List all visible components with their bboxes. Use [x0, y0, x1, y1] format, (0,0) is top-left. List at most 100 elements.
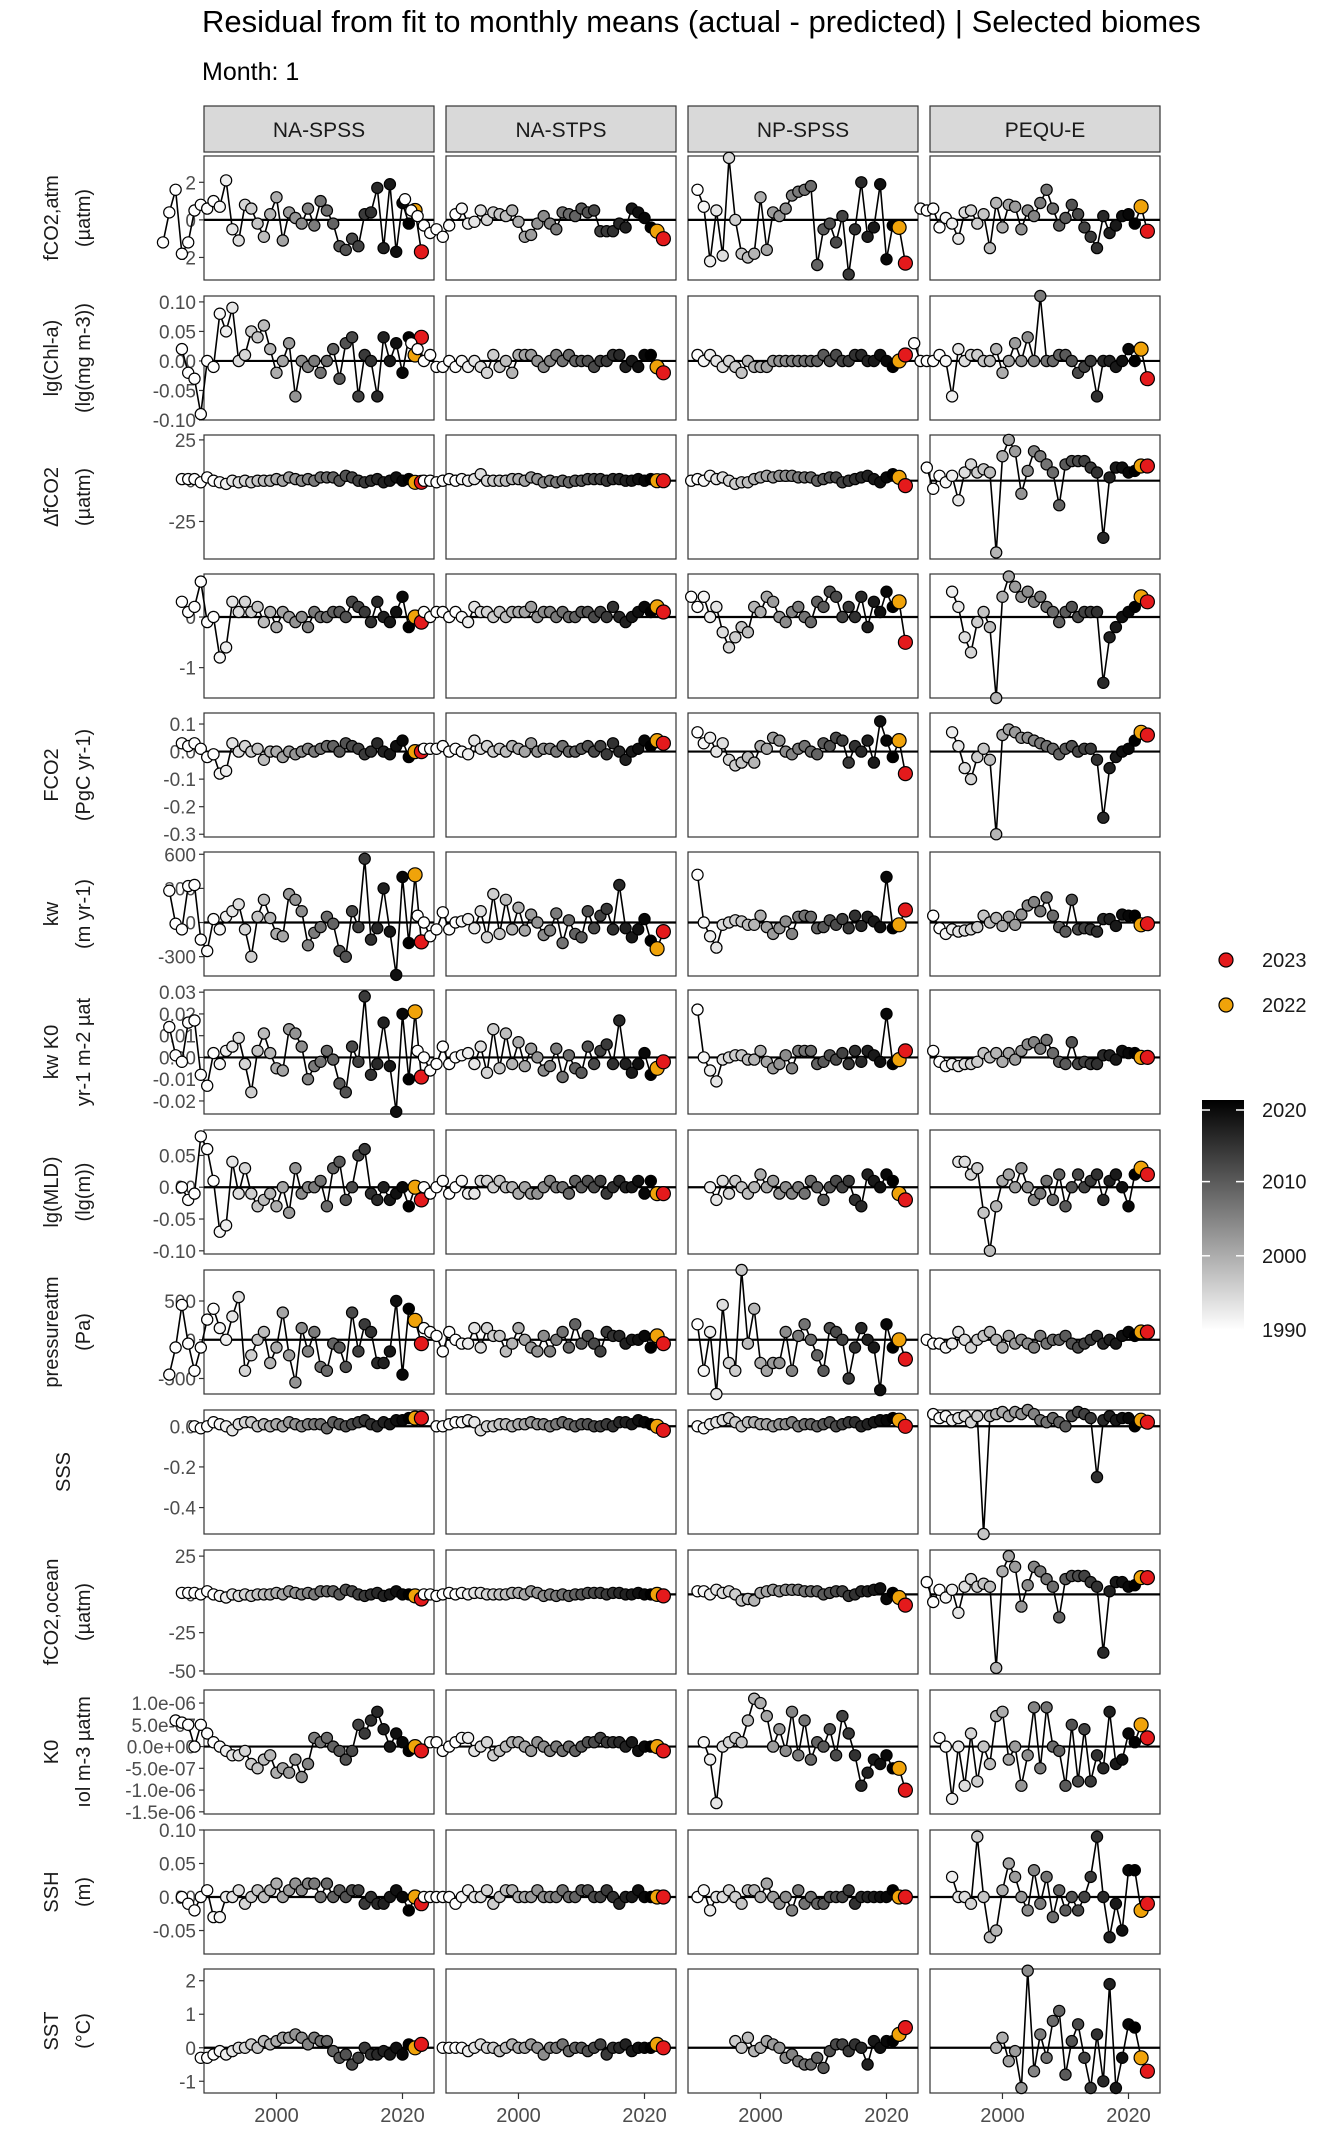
data-point-2013: [1078, 2051, 1091, 2064]
data-point-1992: [703, 1753, 717, 1766]
data-point-1988: [436, 1040, 449, 1053]
series-line: [938, 1707, 1149, 1799]
data-point-1995: [722, 641, 736, 654]
data-point-1993: [710, 204, 723, 217]
data-point-1999: [748, 1053, 761, 1066]
data-point-2003: [1015, 1161, 1028, 1175]
panel-pequ-e-row-0: [914, 155, 1161, 281]
data-point-1998: [257, 615, 271, 629]
data-point-2008: [320, 204, 334, 217]
y-tick-label: -0.4: [163, 1499, 196, 1520]
data-point-2021: [402, 1904, 415, 1917]
data-point-2001: [276, 930, 289, 943]
data-point-2019: [632, 360, 645, 374]
data-point-1996: [971, 750, 984, 764]
data-point-1987: [430, 923, 443, 936]
data-point-2004: [295, 1770, 308, 1784]
data-point-2005: [301, 1757, 315, 1771]
data-point-1989: [927, 202, 940, 215]
data-point-2019: [390, 337, 403, 350]
data-point-2014: [842, 1057, 855, 1071]
data-point-1995: [480, 1884, 494, 1897]
y-tick-label: 1.0e-06: [132, 1694, 196, 1715]
y-tick-label: -0.02: [153, 1092, 196, 1113]
data-point-2023: [897, 1889, 914, 1905]
data-point-1993: [468, 1187, 481, 1200]
data-point-1991: [697, 590, 711, 604]
data-point-2002: [282, 337, 296, 350]
data-point-2009: [327, 917, 340, 930]
data-point-2014: [600, 902, 613, 916]
data-point-1983: [163, 206, 176, 219]
data-point-1992: [703, 1180, 717, 1194]
data-point-2010: [1059, 1904, 1072, 1917]
row-axis-label: kw K0: [41, 1025, 63, 1079]
data-point-2004: [295, 905, 308, 918]
data-point-2008: [320, 2034, 334, 2048]
data-point-2011: [581, 905, 595, 918]
data-point-2023: [413, 244, 429, 260]
data-point-2014: [1084, 230, 1097, 243]
y-tick-label: 0: [185, 211, 196, 232]
data-point-1999: [264, 207, 277, 221]
data-point-2019: [874, 1180, 887, 1194]
data-point-2010: [817, 2061, 830, 2075]
data-point-1988: [194, 1068, 207, 1082]
data-point-2006: [792, 1884, 805, 1897]
data-point-1991: [455, 1174, 468, 1188]
row-label-10: fCO2,ocean (µatm): [41, 1559, 95, 1666]
data-point-2023: [655, 923, 672, 940]
data-point-1988: [436, 230, 449, 243]
data-point-2000: [270, 620, 283, 634]
panel-pequ-e-row-7: [929, 1129, 1161, 1258]
data-point-1990: [207, 748, 220, 761]
data-point-1997: [735, 1897, 748, 1910]
data-point-2008: [320, 1877, 334, 1890]
data-point-2002: [1008, 1740, 1022, 1753]
data-point-2023: [655, 1743, 672, 1759]
data-point-2023: [655, 735, 672, 751]
data-point-2002: [524, 1042, 538, 1055]
colorbar-tick-label: 2000: [1262, 1246, 1307, 1268]
data-point-2017: [619, 922, 632, 935]
colorbar-tick-label: 2020: [1262, 1100, 1307, 1122]
data-point-1985: [175, 1055, 189, 1069]
panel-np-spss-row-4: [687, 712, 919, 838]
panel-border: [687, 1968, 919, 2094]
row-axis-label: (µatm): [73, 189, 95, 247]
data-point-2023: [655, 1588, 672, 1604]
data-point-1996: [245, 202, 258, 215]
data-point-1987: [430, 1329, 443, 1343]
data-point-2005: [301, 939, 315, 952]
data-point-2003: [531, 916, 544, 929]
data-point-1999: [748, 756, 761, 769]
data-point-2018: [383, 354, 397, 368]
data-point-1992: [945, 1337, 959, 1350]
data-point-1997: [977, 742, 990, 756]
data-point-2012: [587, 1057, 601, 1071]
data-point-2022: [891, 219, 907, 235]
data-point-2020: [638, 1187, 651, 1200]
data-point-2005: [1027, 895, 1041, 909]
panel-na-stps-row-0: [398, 155, 677, 281]
data-point-2013: [836, 1333, 849, 1347]
data-point-1998: [983, 1757, 997, 1771]
data-point-2016: [855, 590, 868, 604]
data-point-1997: [977, 605, 990, 619]
data-point-1995: [238, 923, 252, 936]
data-point-2008: [562, 1341, 576, 1354]
data-point-2023: [1139, 1730, 1156, 1746]
data-point-2021: [1128, 1863, 1142, 1877]
chart-title: Residual from fit to monthly means (actu…: [202, 4, 1201, 39]
data-point-2018: [383, 1740, 397, 1753]
data-point-1997: [251, 742, 264, 756]
panel-na-stps-row-5: [411, 851, 677, 977]
data-point-2009: [811, 2051, 824, 2064]
data-point-2019: [390, 605, 403, 619]
data-point-2003: [1015, 223, 1028, 236]
data-point-2011: [1065, 198, 1079, 211]
data-point-1985: [175, 247, 189, 260]
panel-na-stps-row-9: [430, 1409, 677, 1535]
data-point-2020: [396, 870, 409, 884]
data-point-2000: [270, 366, 283, 379]
